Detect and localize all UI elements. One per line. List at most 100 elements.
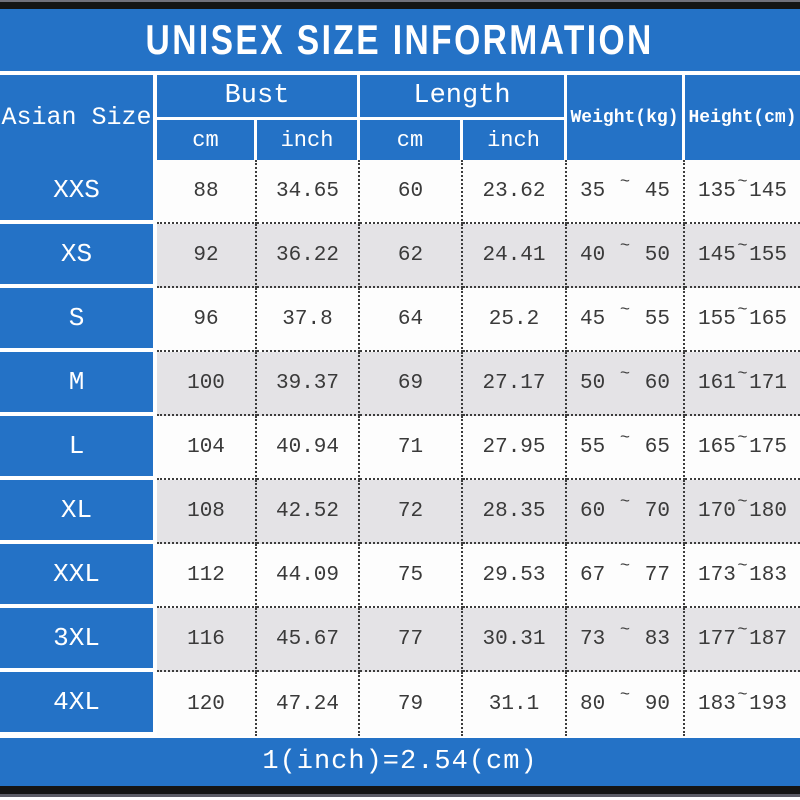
- length-inch-cell: 23.62: [463, 160, 567, 224]
- length-cm-cell: 71: [360, 416, 463, 480]
- weight-range-cell: 35 ~45: [567, 160, 685, 224]
- size-cell: XL: [0, 480, 153, 540]
- length-cm-cell: 75: [360, 544, 463, 608]
- bust-cm-cell: 92: [157, 224, 257, 288]
- length-inch-cell: 31.1: [463, 672, 567, 736]
- length-inch-cell: 30.31: [463, 608, 567, 672]
- height-low: 155: [698, 307, 736, 331]
- table-row: XXS 88 34.65 60 23.62 35 ~45 135 ~145: [0, 160, 800, 224]
- bust-inch-cell: 42.52: [257, 480, 360, 544]
- weight-range-cell: 55 ~65: [567, 416, 685, 480]
- height-high: 175: [749, 435, 787, 459]
- tilde-separator: ~: [619, 556, 631, 576]
- tilde-separator: ~: [619, 685, 631, 705]
- weight-high: 60: [644, 371, 670, 395]
- header-cell-bust: Bust: [157, 75, 357, 117]
- weight-high: 83: [644, 627, 670, 651]
- height-range-cell: 183 ~193: [685, 672, 800, 736]
- tilde-separator: ~: [619, 620, 631, 640]
- bust-inch-cell: 37.8: [257, 288, 360, 352]
- table-header: Asian Size Bust Length Weight(kg) Height…: [0, 75, 800, 160]
- table-row: XL 108 42.52 72 28.35 60 ~70 170 ~180: [0, 480, 800, 544]
- tilde-separator: ~: [737, 236, 748, 256]
- length-cm-cell: 69: [360, 352, 463, 416]
- height-high: 187: [749, 627, 787, 651]
- tilde-separator: ~: [619, 492, 631, 512]
- height-range-cell: 177 ~187: [685, 608, 800, 672]
- height-low: 173: [698, 563, 736, 587]
- tilde-separator: ~: [619, 428, 631, 448]
- weight-low: 73: [580, 627, 606, 651]
- header-cell-asian-size: Asian Size: [0, 75, 153, 160]
- length-cm-cell: 60: [360, 160, 463, 224]
- length-cm-cell: 62: [360, 224, 463, 288]
- bust-inch-cell: 44.09: [257, 544, 360, 608]
- bust-inch-cell: 39.37: [257, 352, 360, 416]
- weight-range-cell: 50 ~60: [567, 352, 685, 416]
- height-range-cell: 161 ~171: [685, 352, 800, 416]
- length-inch-cell: 25.2: [463, 288, 567, 352]
- size-cell: S: [0, 288, 153, 348]
- bust-cm-cell: 108: [157, 480, 257, 544]
- tilde-separator: ~: [737, 364, 748, 384]
- bust-inch-cell: 40.94: [257, 416, 360, 480]
- header-cell-weight: Weight(kg): [567, 75, 682, 160]
- weight-low: 50: [580, 371, 606, 395]
- size-cell: 4XL: [0, 672, 153, 732]
- length-cm-cell: 77: [360, 608, 463, 672]
- height-range-cell: 170 ~180: [685, 480, 800, 544]
- bust-cm-cell: 100: [157, 352, 257, 416]
- footer-band: 1(inch)=2.54(cm): [0, 738, 800, 786]
- tilde-separator: ~: [619, 236, 631, 256]
- header-cell-height: Height(cm): [685, 75, 800, 160]
- table-row: 4XL 120 47.24 79 31.1 80 ~90 183 ~193: [0, 672, 800, 736]
- tilde-separator: ~: [619, 172, 631, 192]
- tilde-separator: ~: [737, 685, 748, 705]
- height-range-cell: 165 ~175: [685, 416, 800, 480]
- weight-range-cell: 73 ~83: [567, 608, 685, 672]
- height-low: 165: [698, 435, 736, 459]
- height-high: 183: [749, 563, 787, 587]
- tilde-separator: ~: [737, 556, 748, 576]
- height-high: 145: [749, 179, 787, 203]
- weight-low: 55: [580, 435, 606, 459]
- height-high: 180: [749, 499, 787, 523]
- weight-high: 90: [644, 692, 670, 716]
- height-high: 155: [749, 243, 787, 267]
- table-row: 3XL 116 45.67 77 30.31 73 ~83 177 ~187: [0, 608, 800, 672]
- height-range-cell: 135 ~145: [685, 160, 800, 224]
- size-cell: 3XL: [0, 608, 153, 668]
- page-title: UNISEX SIZE INFORMATION: [145, 16, 655, 63]
- length-inch-cell: 29.53: [463, 544, 567, 608]
- top-black-bar: [0, 0, 800, 9]
- height-range-cell: 145 ~155: [685, 224, 800, 288]
- weight-range-cell: 40 ~50: [567, 224, 685, 288]
- size-cell: XS: [0, 224, 153, 284]
- tilde-separator: ~: [737, 620, 748, 640]
- height-low: 177: [698, 627, 736, 651]
- table-row: XS 92 36.22 62 24.41 40 ~50 145 ~155: [0, 224, 800, 288]
- length-inch-cell: 27.95: [463, 416, 567, 480]
- header-cell-length-inch: inch: [463, 120, 564, 160]
- tilde-separator: ~: [619, 300, 631, 320]
- length-inch-cell: 28.35: [463, 480, 567, 544]
- size-cell: M: [0, 352, 153, 412]
- bust-inch-cell: 45.67: [257, 608, 360, 672]
- weight-high: 77: [644, 563, 670, 587]
- table-row: XXL 112 44.09 75 29.53 67 ~77 173 ~183: [0, 544, 800, 608]
- height-low: 145: [698, 243, 736, 267]
- height-low: 183: [698, 692, 736, 716]
- bust-cm-cell: 116: [157, 608, 257, 672]
- tilde-separator: ~: [737, 300, 748, 320]
- conversion-note: 1(inch)=2.54(cm): [262, 747, 538, 777]
- height-high: 165: [749, 307, 787, 331]
- title-band: UNISEX SIZE INFORMATION: [0, 9, 800, 71]
- length-cm-cell: 79: [360, 672, 463, 736]
- table-row: S 96 37.8 64 25.2 45 ~55 155 ~165: [0, 288, 800, 352]
- length-cm-cell: 72: [360, 480, 463, 544]
- header-cell-length: Length: [360, 75, 564, 117]
- bust-cm-cell: 104: [157, 416, 257, 480]
- weight-range-cell: 60 ~70: [567, 480, 685, 544]
- weight-range-cell: 45 ~55: [567, 288, 685, 352]
- height-range-cell: 173 ~183: [685, 544, 800, 608]
